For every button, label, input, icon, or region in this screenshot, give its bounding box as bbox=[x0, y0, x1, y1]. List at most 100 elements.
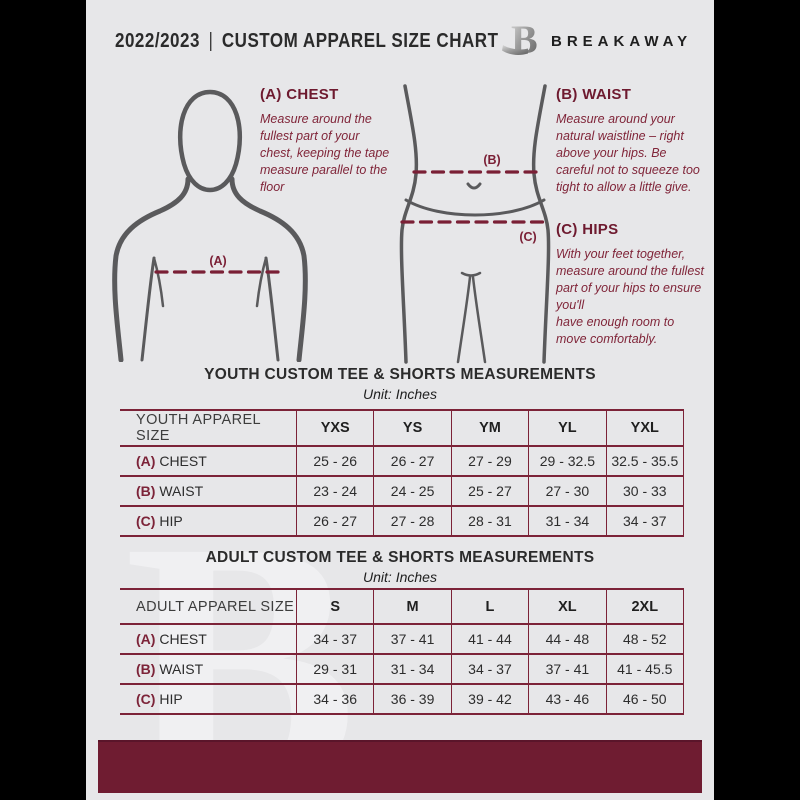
figure-head-outline bbox=[177, 89, 243, 193]
size-chart-page: B 2022/2023 | CUSTOM APPAREL SIZE CHART B … bbox=[86, 0, 714, 800]
figure-left-armpit bbox=[152, 256, 165, 308]
measurement-row: (C) HIP 34 - 36 36 - 39 39 - 42 43 - 46 46 - … bbox=[120, 683, 685, 715]
measurement-row-label: (A) CHEST bbox=[120, 623, 297, 655]
youth-size-table: YOUTH APPAREL SIZE YXS YS YM YL YXL (A) CHEST 2… bbox=[120, 409, 685, 537]
footer-accent-bar bbox=[98, 740, 702, 793]
measurement-value-cell: 37 - 41 bbox=[373, 623, 452, 655]
waist-line-label: (B) bbox=[483, 153, 500, 167]
size-column-header: 2XL bbox=[605, 588, 685, 625]
chest-instruction-heading: (A) CHEST bbox=[260, 86, 339, 103]
measurement-value-cell: 32.5 - 35.5 bbox=[605, 445, 685, 477]
measurement-value-cell: 41 - 45.5 bbox=[605, 653, 685, 685]
measurement-value-cell: 34 - 37 bbox=[295, 623, 375, 655]
size-column-header: YL bbox=[528, 409, 607, 447]
title-text: CUSTOM APPAREL SIZE CHART bbox=[221, 30, 499, 52]
measurement-value-cell: 43 - 46 bbox=[528, 683, 607, 715]
size-column-header: M bbox=[373, 588, 452, 625]
measurement-row: (B) WAIST 29 - 31 31 - 34 34 - 37 37 - 41 41 … bbox=[120, 653, 685, 685]
figure-right-inner-leg bbox=[471, 275, 487, 364]
season-year: 2022/2023 bbox=[115, 30, 200, 52]
measurement-value-cell: 27 - 29 bbox=[450, 445, 530, 477]
measurement-value-cell: 31 - 34 bbox=[373, 653, 452, 685]
hips-instruction-block: (C) HIPS With your feet together, measur… bbox=[556, 221, 708, 348]
measurement-value-cell: 25 - 27 bbox=[450, 475, 530, 507]
measurement-value-cell: 34 - 36 bbox=[295, 683, 375, 715]
measurement-value-cell: 48 - 52 bbox=[605, 623, 685, 655]
measurement-row-label: (B) WAIST bbox=[120, 653, 297, 685]
measurement-value-cell: 29 - 31 bbox=[295, 653, 375, 685]
measurement-value-cell: 37 - 41 bbox=[528, 653, 607, 685]
breakaway-logo-icon: B bbox=[502, 18, 538, 62]
measurement-value-cell: 46 - 50 bbox=[605, 683, 685, 715]
measurement-row-label: (A) CHEST bbox=[120, 445, 297, 477]
brand-name: BREAKAWAY bbox=[551, 32, 693, 50]
waist-instruction-block: (B) WAIST Measure around your natural wa… bbox=[556, 86, 704, 196]
row-letter-prefix: (B) bbox=[136, 661, 156, 677]
measurement-value-cell: 34 - 37 bbox=[450, 653, 530, 685]
page-title: 2022/2023 | CUSTOM APPAREL SIZE CHART bbox=[115, 30, 498, 53]
measurement-value-cell: 41 - 44 bbox=[450, 623, 530, 655]
measurement-value-cell: 36 - 39 bbox=[373, 683, 452, 715]
measurement-value-cell: 30 - 33 bbox=[605, 475, 685, 507]
measurement-row: (B) WAIST 23 - 24 24 - 25 25 - 27 27 - 30 30 … bbox=[120, 475, 685, 507]
chest-line-label: (A) bbox=[209, 254, 226, 268]
row-letter-prefix: (A) bbox=[136, 453, 156, 469]
waist-hips-measurement-figure: (B) (C) bbox=[399, 84, 551, 364]
measurement-row-label: (C) HIP bbox=[120, 505, 297, 537]
measurement-value-cell: 29 - 32.5 bbox=[528, 445, 607, 477]
size-column-header: YXS bbox=[295, 409, 375, 447]
figure-left-shoulder-arm bbox=[112, 176, 191, 362]
figure-navel bbox=[466, 182, 482, 190]
measurement-value-cell: 25 - 26 bbox=[295, 445, 375, 477]
adult-unit-label: Unit: Inches bbox=[363, 569, 437, 585]
adult-size-table: ADULT APPAREL SIZE S M L XL 2XL (A) CHEST 34 - … bbox=[120, 588, 685, 715]
figure-left-inner-leg bbox=[456, 275, 472, 364]
youth-section-title: YOUTH CUSTOM TEE & SHORTS MEASUREMENTS bbox=[204, 366, 596, 383]
measurement-value-cell: 26 - 27 bbox=[373, 445, 452, 477]
measurement-value-cell: 44 - 48 bbox=[528, 623, 607, 655]
hips-instruction-body: With your feet together, measure around … bbox=[556, 247, 705, 346]
adult-section-title: ADULT CUSTOM TEE & SHORTS MEASUREMENTS bbox=[205, 549, 595, 566]
figure-left-inner-arm bbox=[140, 256, 156, 362]
size-column-header: XL bbox=[528, 588, 607, 625]
logo-letter: B bbox=[511, 18, 538, 62]
row-letter-prefix: (B) bbox=[136, 483, 156, 499]
measurement-value-cell: 27 - 28 bbox=[373, 505, 452, 537]
apparel-size-header: YOUTH APPAREL SIZE bbox=[120, 409, 297, 447]
row-letter-prefix: (A) bbox=[136, 631, 156, 647]
measurement-row-label: (B) WAIST bbox=[120, 475, 297, 507]
measurement-value-cell: 23 - 24 bbox=[295, 475, 375, 507]
hips-line-label: (C) bbox=[519, 230, 536, 244]
size-column-header: YS bbox=[373, 409, 452, 447]
table-header-row: ADULT APPAREL SIZE S M L XL 2XL bbox=[120, 588, 685, 625]
measurement-value-cell: 39 - 42 bbox=[450, 683, 530, 715]
figure-crotch-curve bbox=[460, 271, 482, 277]
waist-instruction-heading: (B) WAIST bbox=[556, 86, 632, 103]
table-header-row: YOUTH APPAREL SIZE YXS YS YM YL YXL bbox=[120, 409, 685, 447]
apparel-size-header: ADULT APPAREL SIZE bbox=[120, 588, 297, 625]
title-divider: | bbox=[208, 30, 214, 52]
measurement-value-cell: 31 - 34 bbox=[528, 505, 607, 537]
measurement-row: (A) CHEST 25 - 26 26 - 27 27 - 29 29 - 32.5 3… bbox=[120, 445, 685, 477]
figure-hip-curve bbox=[404, 198, 546, 217]
measurement-value-cell: 24 - 25 bbox=[373, 475, 452, 507]
measurement-value-cell: 34 - 37 bbox=[605, 505, 685, 537]
size-column-header: L bbox=[450, 588, 530, 625]
youth-unit-label: Unit: Inches bbox=[363, 386, 437, 402]
measurement-value-cell: 26 - 27 bbox=[295, 505, 375, 537]
figure-right-armpit bbox=[255, 256, 268, 308]
figure-right-shoulder-arm bbox=[229, 176, 308, 362]
figure-right-inner-arm bbox=[264, 256, 280, 362]
chest-measurement-figure: (A) bbox=[112, 89, 308, 362]
measurement-row: (C) HIP 26 - 27 27 - 28 28 - 31 31 - 34 34 - … bbox=[120, 505, 685, 537]
figure-left-side bbox=[399, 84, 419, 364]
waist-instruction-body: Measure around your natural waistline – … bbox=[556, 112, 700, 194]
measurement-row-label: (C) HIP bbox=[120, 683, 297, 715]
row-letter-prefix: (C) bbox=[136, 513, 156, 529]
chest-instruction-body: Measure around the fullest part of your … bbox=[260, 112, 390, 194]
size-column-header: S bbox=[295, 588, 375, 625]
measurement-row: (A) CHEST 34 - 37 37 - 41 41 - 44 44 - 48 48 … bbox=[120, 623, 685, 655]
size-column-header: YM bbox=[450, 409, 530, 447]
brand-lockup: B BREAKAWAY bbox=[500, 18, 692, 64]
